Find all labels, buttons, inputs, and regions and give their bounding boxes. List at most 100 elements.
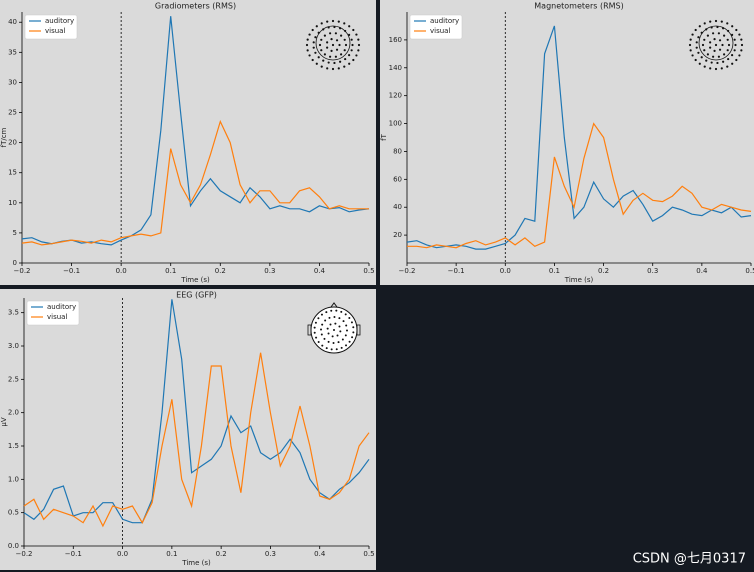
- sensor-dot: [339, 60, 342, 63]
- sensor-dot: [332, 341, 335, 344]
- series-line: [23, 352, 370, 528]
- sensor-dot: [726, 65, 729, 68]
- sensor-dot: [740, 43, 744, 47]
- sensor-dot: [714, 43, 718, 47]
- x-tick-label: 0.0: [116, 267, 127, 275]
- chart-panel: Gradiometers (RMS) Time (s) fT/cm −0.2 −0.1 0…: [0, 0, 376, 285]
- y-tick-label: 40: [8, 18, 17, 26]
- sensor-dot: [695, 46, 698, 49]
- sensor-dot: [326, 46, 329, 49]
- y-tick-label: 10: [8, 199, 17, 207]
- y-tick-label: 35: [8, 48, 17, 56]
- series-line: [407, 122, 752, 249]
- sensor-dot: [723, 34, 726, 37]
- sensor-dot: [688, 43, 692, 47]
- sensor-dot: [345, 324, 348, 327]
- sensor-dot: [320, 65, 323, 68]
- sensor-dot: [738, 54, 741, 57]
- sensor-dot: [733, 49, 736, 52]
- sensor-dot: [720, 20, 723, 23]
- sensor-dot: [330, 38, 333, 41]
- x-tick-label: 0.1: [549, 267, 560, 275]
- sensor-dot: [710, 61, 713, 64]
- sensor-dot: [727, 43, 731, 47]
- sensor-dot: [311, 58, 314, 62]
- sensor-dot: [727, 57, 730, 61]
- sensor-dot: [722, 60, 725, 63]
- sensor-dot: [320, 313, 323, 316]
- series-line: [23, 299, 370, 524]
- x-tick-label: 0.0: [117, 550, 128, 558]
- sensor-dot: [340, 53, 343, 56]
- sensor-dot: [689, 49, 692, 52]
- sensor-dot: [703, 22, 706, 25]
- sensor-dot: [735, 58, 738, 62]
- sensor-dot: [325, 347, 328, 350]
- sensor-dot: [348, 62, 351, 65]
- sensor-dot: [717, 32, 720, 35]
- sensor-dot: [352, 331, 355, 334]
- sensor-dot: [340, 310, 343, 313]
- sensor-dot: [318, 43, 322, 47]
- x-tick-label: 0.2: [216, 550, 227, 558]
- y-tick-label: 160: [389, 36, 402, 44]
- sensor-dot: [350, 49, 353, 52]
- sensor-dot: [317, 341, 320, 344]
- x-tick-label: −0.1: [63, 267, 80, 275]
- sensor-dot: [733, 38, 736, 41]
- chart-title: Magnetometers (RMS): [534, 2, 623, 11]
- sensor-dot: [342, 320, 345, 323]
- x-tick-label: 0.4: [696, 267, 708, 275]
- x-tick-label: 0.4: [314, 267, 326, 275]
- sensor-dot: [314, 51, 317, 54]
- sensor-dot: [706, 53, 709, 56]
- sensor-dot: [734, 43, 737, 47]
- sensor-dot: [709, 41, 712, 44]
- sensor-dot: [726, 49, 729, 52]
- sensor-dot: [351, 336, 354, 339]
- x-tick-label: 0.4: [314, 550, 326, 558]
- sensor-dot: [333, 329, 335, 331]
- sensor-dot: [337, 67, 340, 70]
- panel-background: [380, 0, 754, 285]
- sensor-dot: [351, 43, 354, 47]
- x-tick-label: 0.2: [598, 267, 609, 275]
- sensor-dot: [312, 46, 315, 49]
- sensor-dot: [691, 33, 694, 36]
- sensor-dot: [740, 49, 743, 52]
- sensor-dot: [695, 41, 698, 44]
- x-tick-label: 0.3: [265, 550, 276, 558]
- sensor-dot: [723, 53, 726, 56]
- sensor-dot: [327, 61, 330, 64]
- sensor-dot: [703, 38, 706, 41]
- sensor-dot: [352, 28, 355, 32]
- sensor-dot: [350, 321, 353, 324]
- sensor-dot: [694, 28, 697, 32]
- sensor-dot: [343, 49, 346, 52]
- sensor-dot: [735, 28, 738, 32]
- sensor-dot: [691, 54, 694, 57]
- sensor-dot: [698, 25, 701, 28]
- sensor-dot: [697, 36, 700, 39]
- x-tick-label: 0.1: [165, 267, 176, 275]
- sensor-dot: [338, 325, 341, 328]
- sensor-dot: [320, 333, 323, 336]
- sensor-dot: [321, 323, 324, 326]
- sensor-dot: [712, 32, 715, 35]
- sensor-dot: [323, 53, 326, 56]
- y-tick-label: 0.5: [8, 509, 19, 517]
- sensor-dot: [344, 43, 348, 47]
- sensor-dot: [305, 43, 309, 47]
- sensor-dot: [331, 335, 334, 338]
- sensor-dot: [324, 319, 327, 322]
- sensor-dot: [325, 311, 328, 314]
- sensor-dot: [337, 20, 340, 23]
- sensor-dot: [320, 328, 323, 331]
- sensor-dot: [335, 39, 339, 42]
- sensor-dot: [341, 338, 344, 341]
- sensor-dot: [331, 67, 335, 71]
- sensor-dot: [326, 67, 329, 70]
- sensor-dot: [317, 56, 320, 59]
- sensor-dot: [335, 348, 338, 351]
- sensor-dot: [731, 25, 734, 28]
